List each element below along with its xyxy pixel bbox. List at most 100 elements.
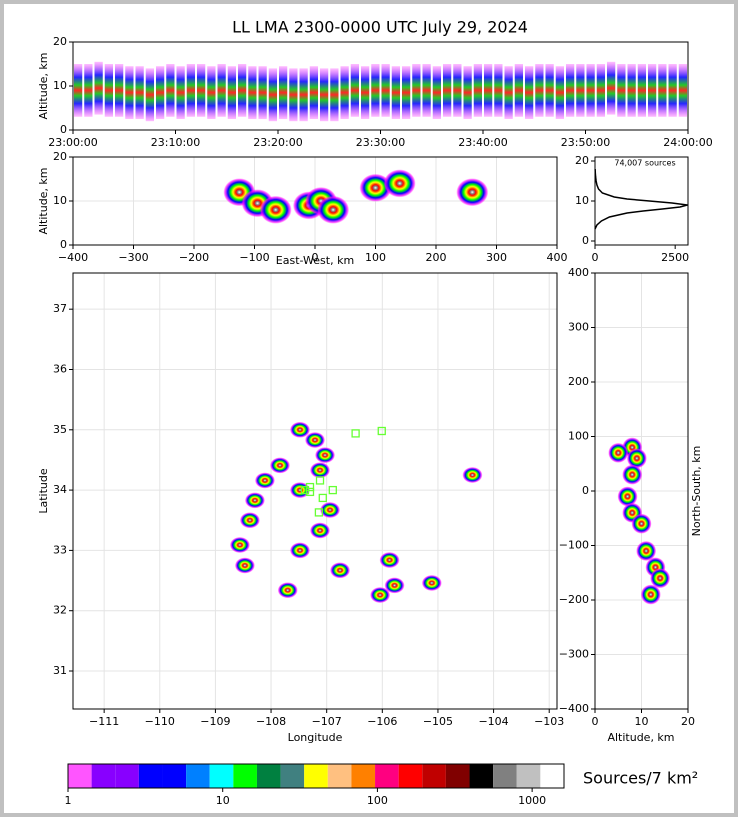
x-tick-label: 100 <box>365 251 386 264</box>
source-column <box>576 64 585 117</box>
source-column <box>525 66 534 119</box>
source-column <box>494 64 503 117</box>
source-density <box>370 587 391 604</box>
source-density <box>254 472 275 489</box>
x-tick-label: 10 <box>635 715 649 728</box>
color-swatch <box>422 764 446 788</box>
source-column <box>115 64 124 117</box>
source-column <box>104 64 113 117</box>
source-density <box>320 501 341 518</box>
source-density <box>359 173 392 202</box>
color-swatch <box>445 764 470 788</box>
x-axis-label: East-West, km <box>276 254 354 267</box>
y-tick-label: 31 <box>53 664 67 677</box>
source-density <box>289 542 310 559</box>
source-density <box>229 536 250 553</box>
source-column <box>617 64 626 117</box>
y-tick-label: 0 <box>60 238 67 251</box>
source-column <box>309 66 318 119</box>
x-tick-label: −103 <box>534 715 564 728</box>
x-tick-label: 100 <box>367 794 388 807</box>
station <box>318 493 327 503</box>
source-density <box>317 195 350 224</box>
color-swatch <box>209 764 234 788</box>
colorbar-label: Sources/7 km² <box>583 769 698 788</box>
source-column <box>371 64 380 117</box>
y-tick-label: 10 <box>575 194 589 207</box>
station <box>328 485 337 495</box>
x-tick-label: −108 <box>256 715 286 728</box>
source-column <box>637 64 646 117</box>
y-tick-label: 10 <box>53 79 67 92</box>
source-density <box>617 486 638 507</box>
color-swatch <box>304 764 328 788</box>
color-swatch <box>115 764 139 788</box>
x-tick-label: −105 <box>423 715 453 728</box>
source-column <box>320 68 329 122</box>
x-tick-label: 23:10:00 <box>151 136 200 149</box>
source-column <box>412 64 421 117</box>
y-tick-label: −200 <box>559 593 589 606</box>
x-tick-label: 23:50:00 <box>561 136 610 149</box>
y-tick-label: 37 <box>53 302 67 315</box>
color-swatch <box>280 764 305 788</box>
sources <box>223 169 489 224</box>
x-tick-label: −109 <box>200 715 230 728</box>
source-density <box>289 421 310 438</box>
source-density <box>608 442 629 463</box>
axes-frame <box>67 763 565 789</box>
y-tick-label: 20 <box>53 150 67 163</box>
station <box>351 429 360 438</box>
source-column <box>668 64 677 117</box>
axes-frame <box>72 272 558 710</box>
source-density <box>310 462 331 479</box>
source-column <box>627 64 636 117</box>
station <box>377 426 386 436</box>
y-tick-label: 35 <box>53 423 67 436</box>
y-axis-label: Latitude <box>37 468 50 514</box>
source-column <box>586 64 595 117</box>
station <box>314 508 324 517</box>
source-density <box>330 562 351 579</box>
color-swatch <box>256 764 281 788</box>
source-density <box>259 195 292 224</box>
source-density <box>305 432 325 449</box>
source-density <box>269 457 290 474</box>
chart-title: LL LMA 2300-0000 UTC July 29, 2024 <box>232 18 528 37</box>
x-tick-label: 200 <box>426 251 447 264</box>
source-column <box>258 66 267 119</box>
source-column <box>145 68 154 122</box>
annotation: 74,007 sources <box>614 159 675 168</box>
color-swatch <box>327 764 352 788</box>
source-column <box>340 66 349 119</box>
sources <box>608 437 671 605</box>
source-column <box>422 64 431 117</box>
source-column <box>545 64 554 117</box>
y-tick-label: 0 <box>60 123 67 136</box>
color-swatch <box>493 764 517 788</box>
source-column <box>238 64 247 117</box>
color-swatch <box>68 764 92 788</box>
color-swatch <box>540 764 564 788</box>
axes-frame <box>594 156 689 246</box>
y-tick-label: 300 <box>568 321 589 334</box>
axes-frame <box>72 41 689 131</box>
source-column <box>279 66 288 119</box>
x-tick-label: 24:00:00 <box>663 136 712 149</box>
source-column <box>607 61 616 115</box>
source-column <box>166 64 175 117</box>
source-density <box>384 577 405 594</box>
x-tick-label: 2500 <box>661 251 689 264</box>
x-tick-label: 1000 <box>518 794 546 807</box>
x-tick-label: −200 <box>179 251 209 264</box>
source-column <box>658 64 667 117</box>
y-axis-label: Altitude, km <box>37 167 50 234</box>
y-tick-label: −400 <box>559 702 589 715</box>
x-tick-label: −107 <box>312 715 342 728</box>
source-column <box>678 64 687 117</box>
y-tick-label: 32 <box>53 604 67 617</box>
source-column <box>391 66 400 119</box>
axes-frame <box>594 272 689 710</box>
source-column <box>648 64 657 117</box>
